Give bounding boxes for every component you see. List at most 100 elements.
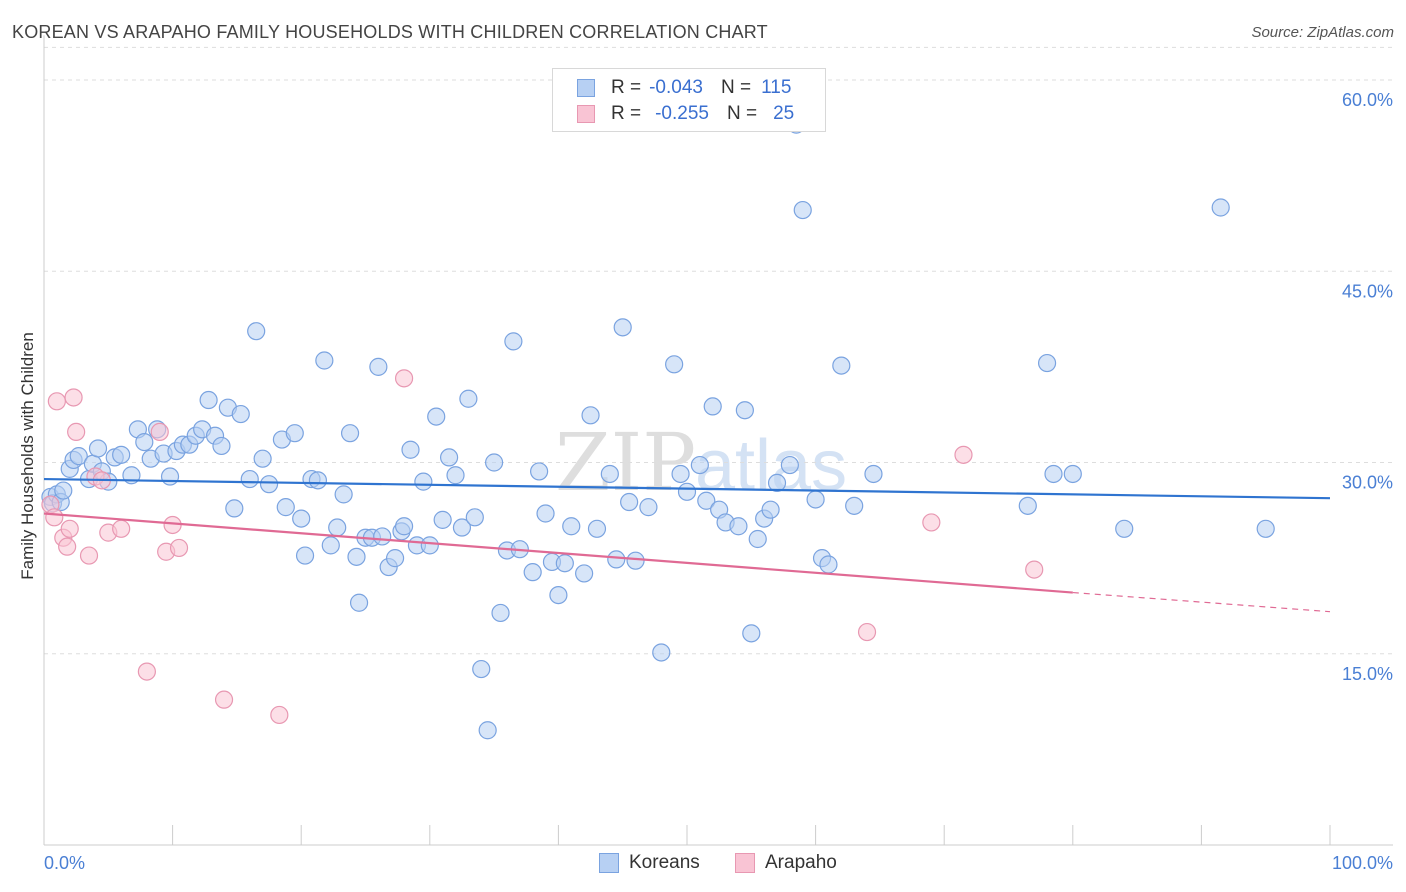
korean-point (530, 462, 549, 481)
legend-n-value: 25 (773, 103, 795, 124)
legend-r-label: R = (611, 77, 642, 98)
korean-point (420, 536, 439, 555)
korean-point (729, 517, 748, 536)
arapaho-point (857, 622, 877, 642)
korean-point (231, 404, 250, 424)
source-note: Source: ZipAtlas.com (1251, 24, 1394, 41)
korean-point (555, 554, 574, 573)
trend-lines (43, 477, 1331, 613)
korean-point (832, 356, 851, 375)
korean-point (1063, 464, 1082, 484)
korean-point (334, 485, 353, 504)
korean-point (780, 455, 799, 475)
korean-point (742, 624, 761, 643)
chart-title: KOREAN VS ARAPAHO FAMILY HOUSEHOLDS WITH… (12, 22, 768, 42)
x-tick-labels: 0.0% 100.0% (44, 853, 1393, 873)
arapaho-point (79, 546, 99, 565)
korean-point (212, 436, 231, 456)
korean-point (523, 563, 542, 582)
korean-point (433, 510, 452, 529)
korean-point (347, 547, 366, 566)
korean-point (613, 318, 632, 337)
korean-point (549, 585, 568, 605)
korean-point (446, 466, 465, 485)
korean-point (536, 504, 555, 523)
korean-point (1037, 353, 1057, 373)
korean-point (652, 643, 671, 662)
legend-n-label: N = (726, 103, 758, 124)
korean-point (349, 593, 369, 612)
arapaho-point (922, 513, 941, 532)
legend-swatch-arapaho (577, 105, 595, 123)
korean-point (385, 549, 405, 568)
korean-point (819, 555, 838, 574)
korean-point (690, 455, 709, 475)
korean-point (414, 472, 433, 491)
y-tick-label: 45.0% (1342, 281, 1393, 301)
arapaho-point (150, 422, 169, 441)
korean-point (639, 498, 658, 517)
x-tick-label-min: 0.0% (44, 853, 85, 873)
korean-point (581, 406, 600, 425)
korean-point (292, 509, 311, 528)
korean-point (478, 721, 497, 740)
arapaho-point (58, 537, 77, 556)
arapaho-point (67, 422, 86, 441)
legend-item-arapaho[interactable]: Arapaho (735, 852, 837, 874)
y-tick-label: 60.0% (1342, 90, 1393, 110)
korean-point (485, 453, 504, 472)
korean-point (1211, 198, 1230, 217)
watermark: ZIP atlas (555, 416, 847, 509)
arapaho-point (1025, 560, 1044, 579)
arapaho-point (45, 508, 64, 527)
korean-point (465, 508, 484, 527)
legend-item-koreans[interactable]: Koreans (599, 852, 700, 874)
watermark-zip: ZIP (555, 416, 696, 509)
arapaho-trend-line (43, 512, 1073, 594)
y-tick-label: 15.0% (1342, 664, 1393, 684)
korean-point (285, 424, 304, 443)
legend-n-value: 115 (761, 77, 792, 98)
korean-point (607, 550, 626, 569)
watermark-atlas: atlas (695, 426, 847, 506)
arapaho-point (112, 519, 131, 538)
arapaho-point (394, 369, 414, 388)
series-legend: Koreans Arapaho (0, 852, 1406, 878)
korean-point (160, 467, 180, 486)
legend-label-koreans: Koreans (629, 852, 700, 873)
korean-point (259, 475, 279, 494)
legend-row-koreans: R = -0.043 N = 115 (577, 75, 791, 101)
korean-point (247, 322, 266, 341)
korean-point (54, 481, 73, 500)
korean-point (703, 397, 722, 416)
arapaho-trend-extension (1072, 591, 1331, 613)
korean-point (369, 357, 388, 376)
korean-point (1115, 519, 1134, 538)
arapaho-point (47, 392, 66, 411)
arapaho-point (270, 705, 289, 725)
korean-point (253, 449, 272, 468)
korean-point (315, 351, 334, 370)
korean-point (697, 491, 716, 510)
grid-lines (44, 46, 1393, 655)
korean-point (671, 464, 690, 484)
korean-point (340, 424, 360, 443)
korean-point (427, 407, 446, 426)
korean-point (1018, 496, 1037, 515)
korean-point (600, 464, 619, 484)
korean-point (677, 482, 697, 501)
korean-point (504, 332, 523, 351)
korean-point (735, 401, 754, 420)
korean-point (135, 433, 154, 452)
korean-point (1256, 519, 1275, 538)
arapaho-point (214, 690, 234, 709)
legend-r-value: -0.255 (655, 103, 709, 124)
korean-point (439, 448, 459, 467)
korean-point (491, 603, 510, 623)
korean-point (587, 519, 607, 538)
korean-point (575, 564, 594, 583)
legend-swatch-koreans (599, 853, 619, 873)
korean-point (1044, 464, 1063, 484)
arapaho-point (954, 445, 973, 464)
korean-point (806, 490, 825, 509)
